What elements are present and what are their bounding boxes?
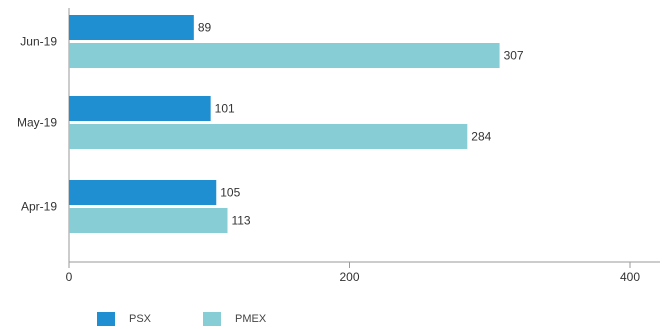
x-tick-label: 400 bbox=[620, 270, 640, 284]
bar-psx-may-19 bbox=[69, 96, 211, 121]
data-label-psx-may-19: 101 bbox=[215, 102, 235, 116]
legend-item-pmex: PMEX bbox=[203, 312, 266, 326]
data-label-pmex-apr-19: 113 bbox=[231, 214, 250, 228]
bar-chart: 0 200 400 89 307 101 284 105 113 Jun-19 May-19 Ap… bbox=[17, 8, 660, 284]
bar-pmex-jun-19 bbox=[69, 43, 500, 68]
bar-pmex-apr-19 bbox=[69, 208, 228, 233]
bar-psx-jun-19 bbox=[69, 15, 194, 40]
data-label-psx-jun-19: 89 bbox=[198, 21, 212, 35]
data-label-pmex-jun-19: 307 bbox=[504, 49, 524, 63]
category-labels: Jun-19 May-19 Apr-19 bbox=[17, 35, 57, 214]
legend-label-psx: PSX bbox=[129, 313, 152, 325]
data-label-psx-apr-19: 105 bbox=[220, 186, 240, 200]
category-label: Jun-19 bbox=[20, 35, 57, 49]
x-axis-ticks: 0 200 400 bbox=[66, 262, 640, 284]
legend: PSX PMEX bbox=[97, 310, 318, 328]
legend-label-pmex: PMEX bbox=[235, 313, 267, 325]
x-tick-label: 200 bbox=[339, 270, 359, 284]
bar-pmex-may-19 bbox=[69, 124, 468, 149]
x-tick-label: 0 bbox=[66, 270, 73, 284]
category-label: Apr-19 bbox=[21, 200, 57, 214]
legend-swatch-psx bbox=[97, 312, 115, 326]
legend-swatch-pmex bbox=[203, 312, 222, 326]
legend-item-psx: PSX bbox=[97, 312, 151, 326]
bar-psx-apr-19 bbox=[69, 180, 217, 205]
bars-group: 89 307 101 284 105 113 bbox=[69, 15, 524, 233]
category-label: May-19 bbox=[17, 116, 57, 130]
data-label-pmex-may-19: 284 bbox=[471, 130, 491, 144]
